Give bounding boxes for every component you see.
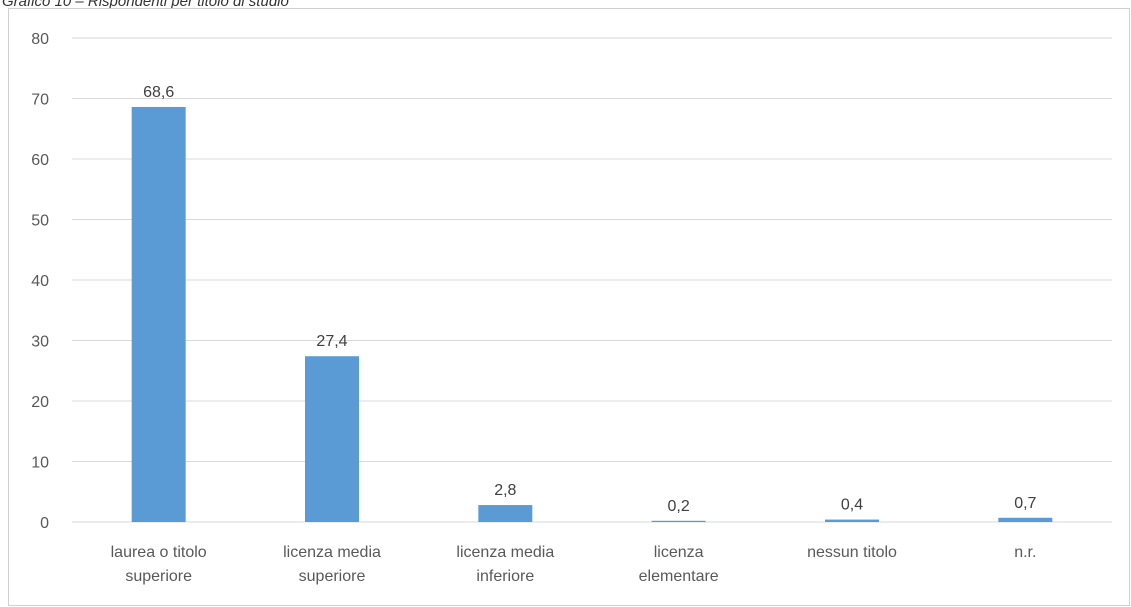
y-tick-label: 40	[31, 273, 49, 290]
x-tick-label: licenza media inferiore	[456, 544, 554, 585]
y-tick-label: 60	[31, 152, 49, 169]
bar	[651, 520, 706, 522]
x-tick-label: nessun titolo	[807, 544, 897, 561]
bar	[998, 517, 1053, 522]
x-tick-label: n.r.	[1014, 544, 1036, 561]
y-tick-label: 30	[31, 334, 49, 351]
bar	[825, 519, 879, 522]
bar	[305, 356, 359, 522]
x-tick-label: licenza media superiore	[283, 544, 381, 585]
y-tick-label: 20	[31, 394, 49, 411]
bar	[131, 106, 186, 522]
chart-caption: Grafico 10 – Rispondenti per titolo di s…	[2, 0, 289, 10]
y-tick-label: 0	[40, 515, 49, 532]
y-tick-label: 80	[31, 31, 49, 48]
chart-frame	[8, 8, 1130, 606]
y-tick-label: 10	[31, 455, 49, 472]
y-tick-label: 70	[31, 92, 49, 109]
x-tick-label: laurea o titolo superiore	[111, 544, 207, 585]
data-label: 0,4	[841, 497, 863, 514]
data-label: 0,7	[1014, 495, 1036, 512]
data-label: 27,4	[316, 333, 347, 350]
x-tick-label: licenza elementare	[639, 544, 719, 585]
data-label: 2,8	[494, 482, 516, 499]
y-tick-label: 50	[31, 213, 49, 230]
bar	[478, 505, 533, 522]
data-label: 0,2	[668, 498, 690, 515]
data-label: 68,6	[143, 84, 174, 101]
